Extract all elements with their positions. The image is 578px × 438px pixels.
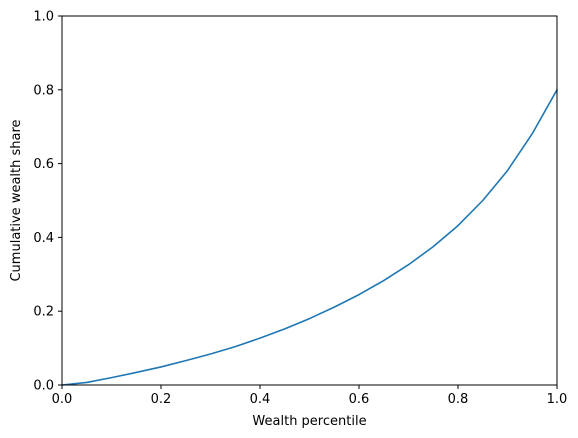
series-line-0 [61, 89, 558, 386]
x-tick-label: 0.4 [250, 392, 271, 407]
y-tick-label: 0.0 [33, 379, 54, 394]
y-tick-label: 1.0 [33, 10, 54, 25]
y-axis-label: Cumulative wealth share [9, 119, 24, 281]
x-tick-label: 0.0 [52, 392, 73, 407]
y-tick-label: 0.4 [33, 231, 54, 246]
y-tick-label: 0.2 [33, 305, 54, 320]
x-tick-label: 1.0 [547, 392, 568, 407]
x-tick-label: 0.8 [448, 392, 469, 407]
x-tick-label: 0.2 [151, 392, 172, 407]
y-tick-label: 0.6 [33, 157, 54, 172]
plot-frame [61, 15, 558, 386]
x-tick-label: 0.6 [349, 392, 370, 407]
x-axis-label: Wealth percentile [252, 414, 366, 429]
y-tick-label: 0.8 [33, 83, 54, 98]
